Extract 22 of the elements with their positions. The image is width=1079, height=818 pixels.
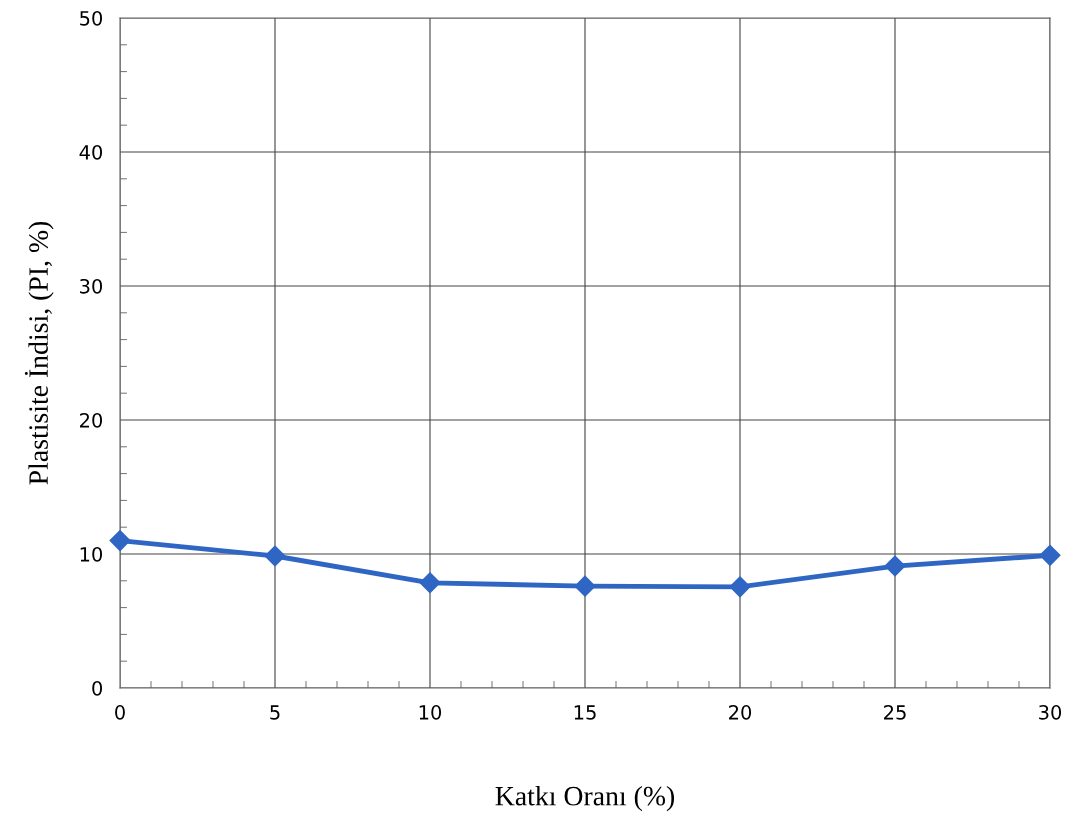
x-tick-label: 5 xyxy=(270,705,280,720)
point xyxy=(574,575,596,597)
point xyxy=(419,572,441,594)
point xyxy=(1039,544,1061,566)
y-tick-label: 40 xyxy=(79,144,103,160)
y-axis-title: Plastisite İndisi, (PI, %) xyxy=(24,221,54,485)
x-tick-label: 30 xyxy=(1039,705,1062,720)
x-tick-label: 20 xyxy=(729,705,752,720)
y-tick-label: 0 xyxy=(92,680,103,696)
x-tick-label: 0 xyxy=(115,705,125,720)
y-tick-label: 20 xyxy=(80,412,103,428)
x-tick-label: 15 xyxy=(574,705,596,720)
y-tick-label: 10 xyxy=(80,546,103,562)
point xyxy=(109,530,131,552)
y-tick-label: 50 xyxy=(80,10,103,26)
point xyxy=(729,576,751,598)
y-tick-label: 30 xyxy=(80,278,103,294)
point xyxy=(264,545,286,567)
x-tick-label: 25 xyxy=(884,705,906,720)
point xyxy=(884,555,906,577)
x-axis-title: Katkı Oranı (%) xyxy=(495,785,675,812)
x-tick-label: 10 xyxy=(419,705,442,720)
